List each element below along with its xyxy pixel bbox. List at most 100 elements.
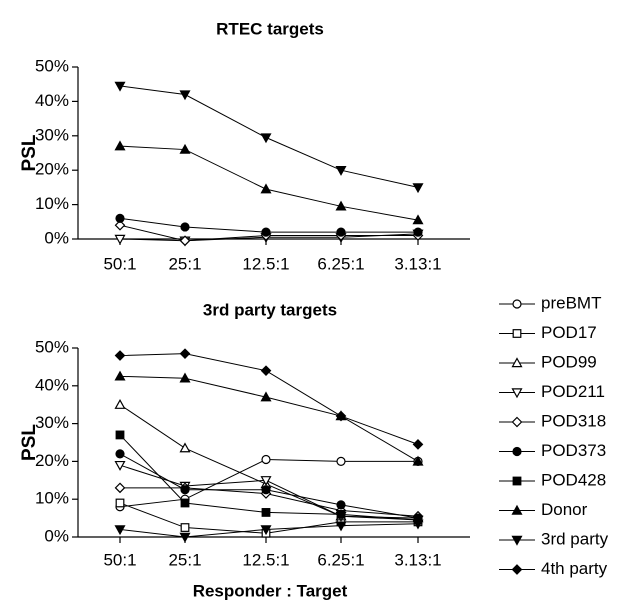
y-tick-label: 50%	[35, 56, 69, 75]
legend-marker	[512, 446, 522, 457]
legend-label: 4th party	[541, 559, 608, 578]
marker	[114, 81, 126, 92]
x-tick-label: 6.25:1	[317, 254, 364, 273]
marker	[179, 90, 191, 101]
x-tick-label: 25:1	[168, 254, 201, 273]
marker	[115, 449, 125, 459]
legend-marker	[512, 476, 522, 486]
x-tick-label: 50:1	[103, 254, 136, 273]
marker	[179, 442, 191, 453]
x-axis-label: Responder : Target	[193, 581, 348, 600]
marker	[114, 482, 126, 494]
marker	[179, 235, 191, 247]
marker	[335, 166, 347, 176]
x-tick-label: 25:1	[168, 550, 201, 569]
marker	[260, 525, 272, 536]
marker	[260, 365, 272, 377]
y-tick-label: 30%	[35, 413, 69, 432]
y-axis-label: PSL	[19, 134, 40, 171]
legend-marker	[511, 564, 523, 575]
marker	[114, 219, 126, 231]
legend-marker	[511, 388, 523, 399]
y-tick-label: 50%	[35, 337, 69, 356]
marker	[180, 222, 190, 232]
series-line	[119, 375, 419, 462]
marker	[114, 370, 126, 381]
marker	[180, 485, 190, 495]
x-tick-label: 3.13:1	[394, 254, 441, 273]
marker	[179, 532, 191, 543]
y-tick-label: 0%	[44, 228, 69, 247]
chart-title: 3rd party targets	[203, 300, 337, 319]
y-tick-label: 10%	[35, 194, 69, 213]
marker	[261, 508, 271, 517]
marker	[336, 509, 346, 519]
marker	[335, 521, 347, 532]
chart-title: RTEC targets	[216, 19, 324, 38]
legend-label: POD99	[541, 352, 597, 371]
x-tick-label: 12.5:1	[242, 254, 289, 273]
legend-label: POD428	[541, 470, 606, 489]
marker	[114, 234, 126, 245]
legend-label: POD211	[541, 382, 605, 401]
y-axis-label: PSL	[19, 424, 40, 461]
marker	[260, 133, 272, 144]
legend-label: POD373	[541, 441, 606, 460]
x-tick-label: 3.13:1	[394, 550, 441, 569]
marker	[114, 525, 126, 536]
marker	[179, 143, 191, 154]
series-line	[119, 145, 419, 221]
legend-marker	[511, 416, 523, 428]
marker	[336, 500, 346, 510]
marker	[180, 498, 190, 508]
legend-label: POD318	[541, 411, 606, 430]
y-tick-label: 0%	[44, 526, 69, 545]
marker	[114, 140, 126, 151]
legend-label: preBMT	[541, 293, 601, 312]
marker	[412, 455, 424, 466]
legend-marker	[512, 299, 522, 309]
legend-marker	[511, 535, 523, 546]
marker	[180, 523, 190, 532]
series-line	[119, 459, 418, 508]
marker	[115, 430, 125, 440]
marker	[114, 460, 126, 471]
legend-label: 3rd party	[541, 529, 609, 548]
marker	[114, 350, 126, 361]
y-tick-label: 10%	[35, 489, 69, 508]
marker	[260, 391, 272, 402]
legend-marker	[511, 357, 523, 368]
marker	[260, 476, 272, 487]
marker	[179, 348, 191, 360]
marker	[336, 456, 346, 466]
legend-label: POD17	[541, 323, 597, 342]
marker	[261, 485, 271, 495]
marker	[412, 439, 424, 450]
marker	[412, 519, 424, 530]
x-tick-label: 6.25:1	[317, 550, 364, 569]
legend-marker	[512, 329, 522, 338]
marker	[336, 227, 346, 237]
y-tick-label: 40%	[35, 91, 69, 110]
marker	[114, 398, 126, 409]
marker	[412, 214, 424, 225]
marker	[261, 454, 271, 465]
marker	[412, 183, 424, 194]
marker	[335, 200, 347, 211]
marker	[179, 372, 191, 383]
legend-marker	[511, 504, 523, 515]
y-tick-label: 20%	[35, 160, 69, 179]
marker	[115, 213, 125, 223]
x-tick-label: 12.5:1	[242, 550, 289, 569]
y-tick-label: 40%	[35, 375, 69, 394]
marker	[115, 498, 125, 508]
y-tick-label: 20%	[35, 451, 69, 470]
marker	[413, 227, 423, 237]
marker	[260, 183, 272, 194]
marker	[261, 227, 271, 237]
legend-label: Donor	[541, 500, 588, 519]
y-tick-label: 30%	[35, 125, 69, 144]
x-tick-label: 50:1	[103, 550, 136, 569]
marker	[335, 410, 347, 422]
